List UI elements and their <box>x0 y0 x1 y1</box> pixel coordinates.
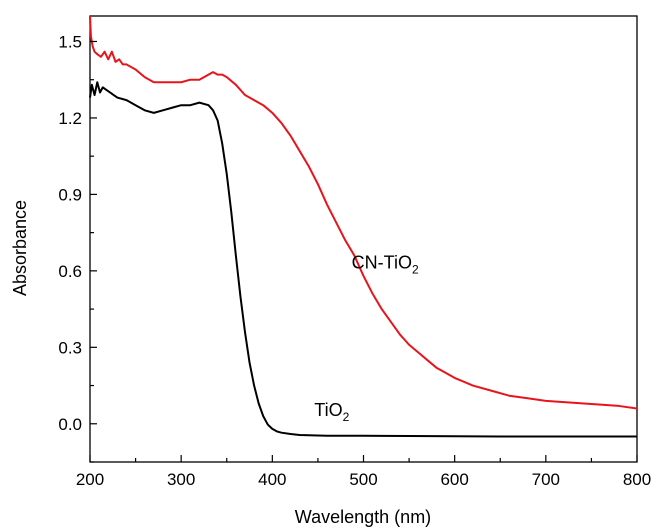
y-tick-label: 0.0 <box>58 415 82 434</box>
x-axis-title: Wavelength (nm) <box>295 507 431 527</box>
x-tick-label: 200 <box>76 470 104 489</box>
x-tick-label: 300 <box>167 470 195 489</box>
annotation-cn-tio2-subscript: 2 <box>412 262 419 276</box>
x-tick-label: 800 <box>623 470 651 489</box>
annotation-tio2-subscript: 2 <box>343 410 350 424</box>
y-tick-label: 0.9 <box>58 185 82 204</box>
annotation-cn-tio2-main: CN-TiO <box>352 252 412 272</box>
x-axis-ticks: 200 300 400 500 600 700 800 <box>76 455 651 489</box>
x-tick-label: 700 <box>532 470 560 489</box>
series-line-0 <box>89 15 638 410</box>
y-tick-label: 0.6 <box>58 262 82 281</box>
y-tick-label: 1.5 <box>58 32 82 51</box>
annotation-cn-tio2: CN-TiO2 <box>352 252 419 276</box>
annotation-tio2-main: TiO <box>314 400 342 420</box>
series-line-1 <box>89 81 637 438</box>
x-tick-label: 400 <box>258 470 286 489</box>
annotation-tio2: TiO2 <box>314 400 349 424</box>
x-tick-label: 600 <box>440 470 468 489</box>
y-tick-label: 0.3 <box>58 338 82 357</box>
x-tick-label: 500 <box>349 470 377 489</box>
y-axis-title: Absorbance <box>10 200 30 296</box>
series-lines <box>89 15 638 438</box>
y-axis-ticks: 0.0 0.3 0.6 0.9 1.2 1.5 <box>58 32 97 463</box>
y-tick-label: 1.2 <box>58 109 82 128</box>
